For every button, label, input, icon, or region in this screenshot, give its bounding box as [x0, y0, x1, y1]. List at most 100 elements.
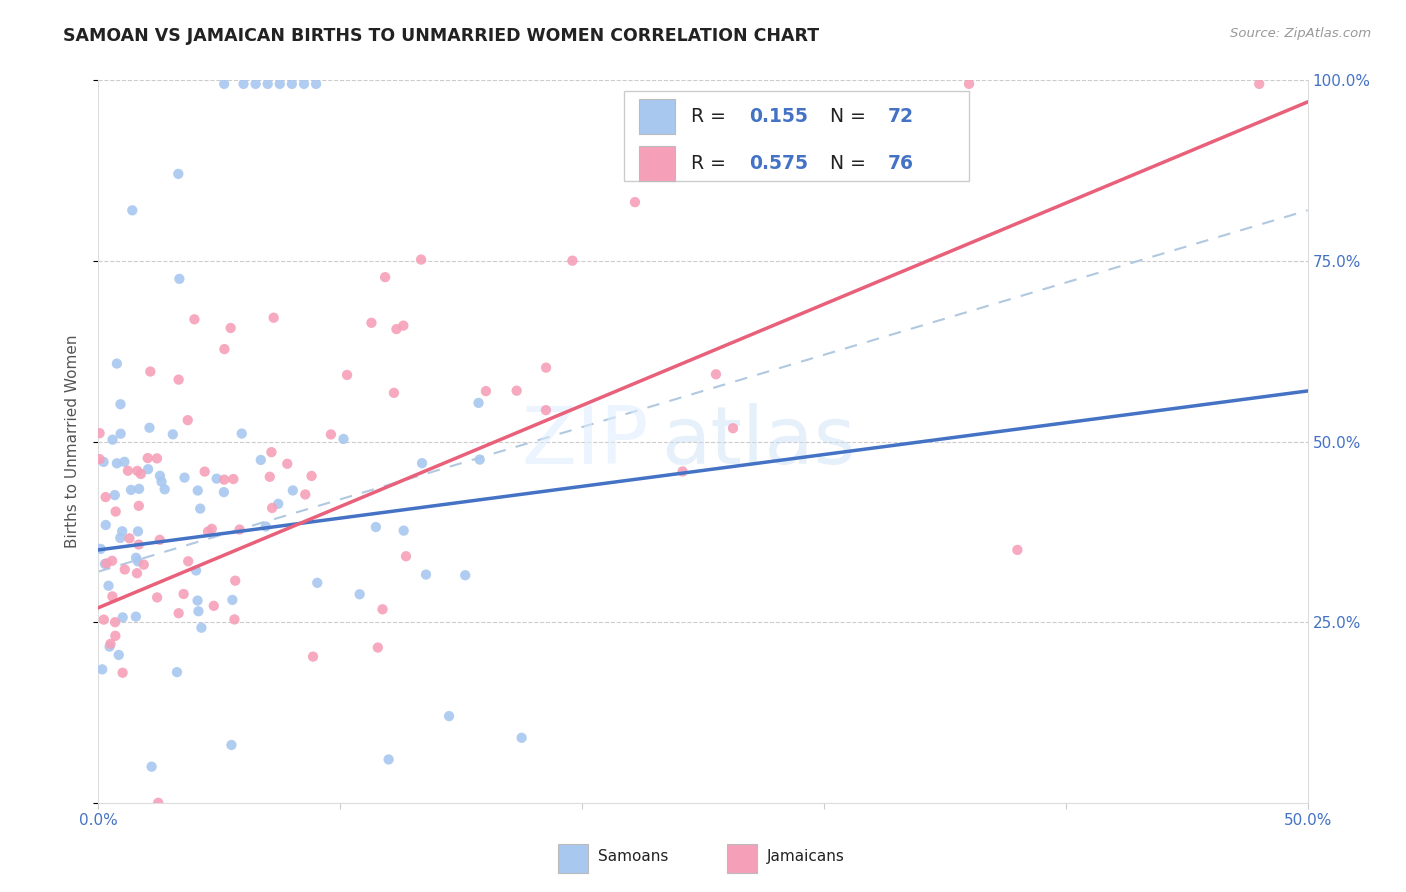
Point [93, 455, 115, 469]
Point [104, 505, 127, 519]
Point [292, 77, 315, 91]
Text: 72: 72 [889, 107, 914, 126]
Point [127, 524, 149, 539]
Text: Jamaicans: Jamaicans [768, 849, 845, 864]
Point [98, 640, 121, 654]
Point [332, 432, 354, 446]
Point [1249, 77, 1271, 91]
Point [97, 579, 120, 593]
Text: 76: 76 [889, 153, 914, 173]
FancyBboxPatch shape [727, 844, 758, 873]
Text: 0.575: 0.575 [749, 153, 808, 173]
Point [105, 456, 128, 470]
Point [94, 557, 117, 571]
Point [111, 665, 134, 680]
Point [127, 464, 149, 478]
Point [221, 593, 243, 607]
Point [671, 465, 693, 479]
Point [187, 483, 209, 498]
Point [190, 621, 212, 635]
Text: SAMOAN VS JAMAICAN BIRTHS TO UNMARRIED WOMEN CORRELATION CHART: SAMOAN VS JAMAICAN BIRTHS TO UNMARRIED W… [63, 27, 820, 45]
Point [127, 554, 149, 568]
Point [454, 568, 477, 582]
Text: Samoans: Samoans [598, 849, 668, 864]
Point [202, 599, 225, 613]
Point [336, 368, 359, 382]
Point [561, 253, 583, 268]
Point [138, 421, 160, 435]
Text: R =: R = [690, 153, 731, 173]
Point [224, 574, 246, 588]
Point [139, 365, 162, 379]
Point [260, 445, 283, 459]
Text: 0.155: 0.155 [749, 107, 808, 126]
Point [1007, 542, 1029, 557]
Point [153, 483, 176, 497]
Point [267, 497, 290, 511]
Point [101, 590, 124, 604]
Point [129, 467, 152, 481]
Point [197, 524, 219, 539]
Point [301, 469, 323, 483]
Point [90, 541, 112, 556]
Point [475, 384, 498, 398]
Text: Source: ZipAtlas.com: Source: ZipAtlas.com [1230, 27, 1371, 40]
Point [222, 472, 245, 486]
Point [374, 270, 396, 285]
Point [104, 615, 127, 630]
Point [136, 451, 159, 466]
Point [624, 195, 647, 210]
Point [302, 649, 325, 664]
Point [148, 796, 170, 810]
Point [111, 610, 134, 624]
Point [224, 612, 246, 626]
Point [120, 483, 142, 497]
Point [117, 464, 139, 478]
Text: N =: N = [830, 153, 872, 173]
Point [231, 426, 253, 441]
FancyBboxPatch shape [638, 99, 675, 134]
Point [121, 203, 143, 218]
Point [259, 470, 281, 484]
Point [104, 629, 127, 643]
Point [360, 316, 382, 330]
Point [349, 587, 371, 601]
Point [392, 524, 415, 538]
Point [100, 637, 122, 651]
Point [105, 357, 128, 371]
Point [269, 77, 291, 91]
Point [141, 760, 163, 774]
Point [371, 602, 394, 616]
Point [132, 558, 155, 572]
Point [150, 475, 173, 489]
Point [188, 501, 211, 516]
Point [91, 662, 114, 676]
Point [184, 564, 207, 578]
Point [281, 483, 304, 498]
Point [104, 488, 127, 502]
Point [262, 500, 284, 515]
Text: ZIP: ZIP [522, 402, 648, 481]
Point [505, 384, 527, 398]
Text: N =: N = [830, 107, 872, 126]
Point [149, 468, 172, 483]
Point [219, 321, 242, 335]
Point [305, 77, 328, 91]
Point [101, 554, 124, 568]
Point [167, 373, 190, 387]
Point [534, 360, 557, 375]
Point [307, 575, 329, 590]
Point [128, 482, 150, 496]
Point [162, 427, 184, 442]
Point [110, 531, 132, 545]
Point [149, 533, 172, 547]
Point [534, 403, 557, 417]
Text: atlas: atlas [661, 402, 855, 481]
Point [173, 470, 195, 484]
Point [212, 473, 235, 487]
Point [177, 554, 200, 568]
Point [94, 490, 117, 504]
Point [194, 465, 217, 479]
Point [136, 462, 159, 476]
FancyBboxPatch shape [624, 91, 969, 181]
